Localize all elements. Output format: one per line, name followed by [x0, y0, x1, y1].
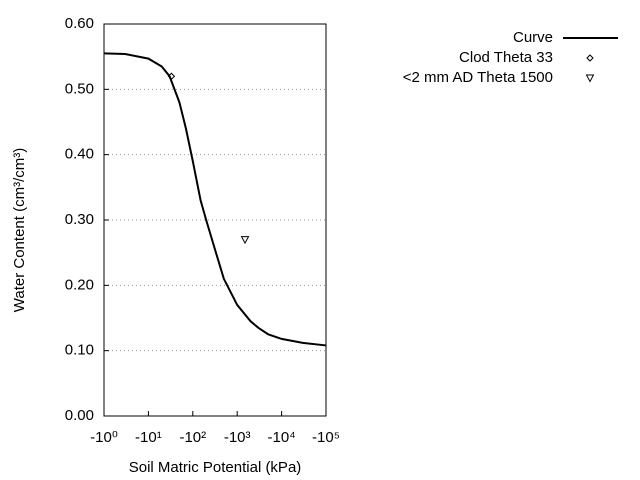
marker: [240, 236, 250, 245]
legend-marker: [586, 54, 594, 62]
legend-marker: [585, 74, 595, 83]
plot-frame: [103, 23, 327, 417]
x-tick-label: -10⁴: [268, 429, 296, 446]
x-tick-label: -10⁵: [312, 429, 340, 446]
x-tick-label: -10²: [179, 429, 206, 446]
legend-label: <2 mm AD Theta 1500: [403, 69, 553, 86]
curve-line: [103, 52, 327, 347]
y-tick-label: 0.30: [65, 211, 94, 228]
y-tick-label: 0.10: [65, 342, 94, 359]
marker: [167, 72, 176, 80]
x-tick-label: -10³: [224, 429, 251, 446]
legend-label: Clod Theta 33: [459, 49, 553, 66]
y-tick-label: 0.20: [65, 276, 94, 293]
y-tick-label: 0.00: [65, 407, 94, 424]
x-tick-label: -10¹: [135, 429, 162, 446]
y-tick-label: 0.60: [65, 15, 94, 32]
y-tick-label: 0.50: [65, 80, 94, 97]
x-axis-title: Soil Matric Potential (kPa): [129, 459, 302, 476]
x-tick-label: -10⁰: [90, 429, 118, 446]
y-axis-title: Water Content (cm³/cm³): [11, 148, 28, 312]
legend-label: Curve: [513, 29, 553, 46]
y-tick-label: 0.40: [65, 146, 94, 163]
